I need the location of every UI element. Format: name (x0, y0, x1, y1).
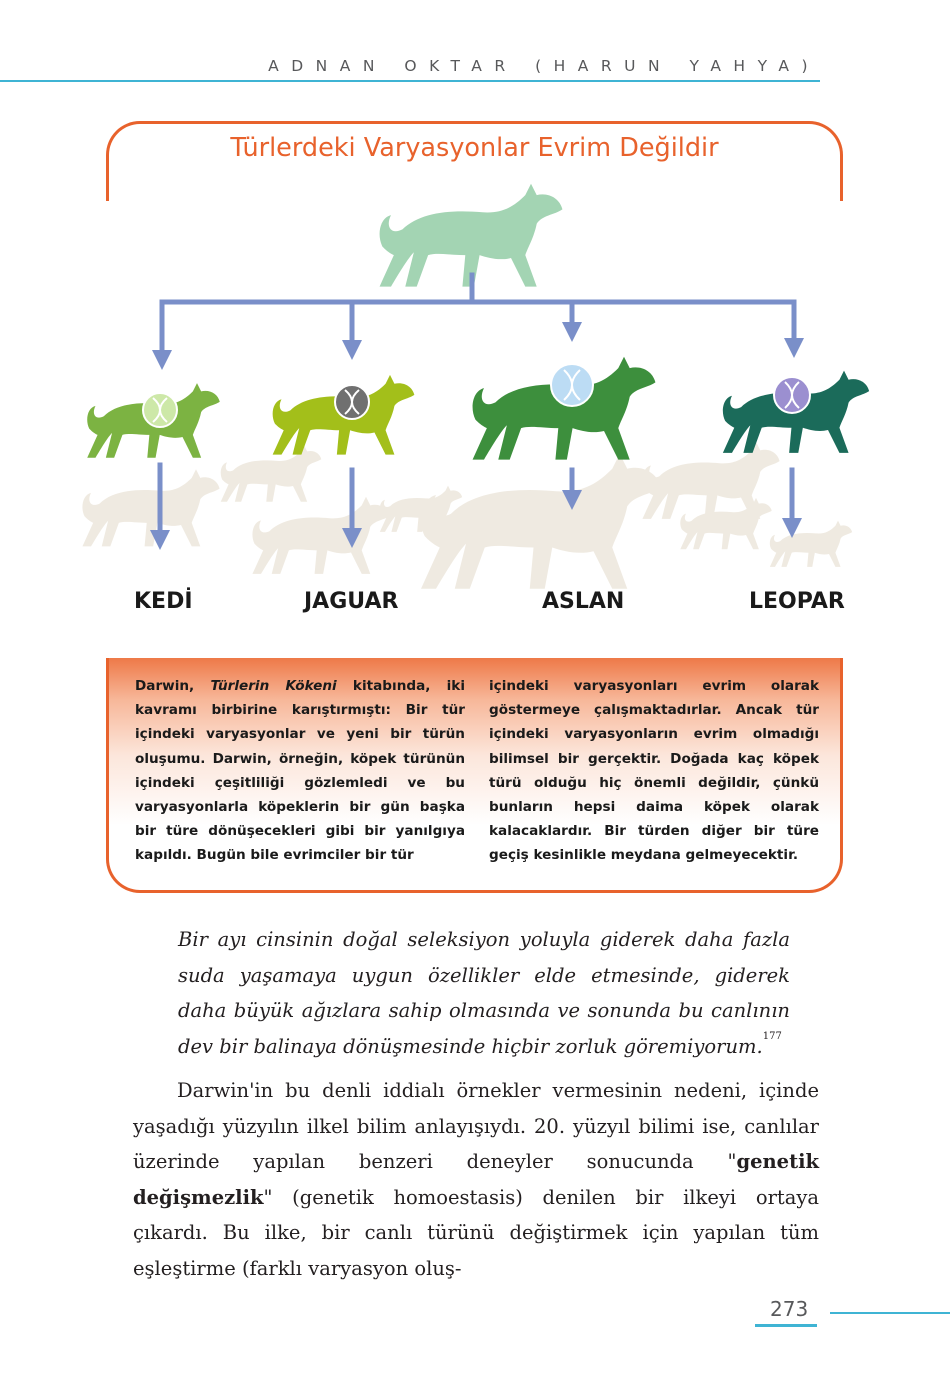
running-header: ADNAN OKTAR (HARUN YAHYA) (268, 57, 820, 75)
page-number-underline (755, 1324, 817, 1327)
caption-text-2: kitabında, iki kavramı birbirine karıştı… (135, 678, 466, 864)
species-kedi (87, 383, 220, 458)
species-aslan (472, 356, 656, 460)
darwin-quote: Bir ayı cinsinin doğal seleksiyon yoluyl… (178, 922, 790, 1064)
ancestor-cat-icon (379, 183, 563, 287)
label-jaguar: JAGUAR (302, 589, 398, 614)
label-aslan: ASLAN (542, 589, 624, 614)
species-jaguar (272, 374, 415, 455)
caption-box: Darwin, Türlerin Kökeni kitabında, iki k… (106, 658, 843, 893)
caption-column-left: Darwin, Türlerin Kökeni kitabında, iki k… (135, 674, 465, 868)
label-kedi: KEDİ (134, 588, 193, 614)
footnote-ref: 177 (762, 1030, 782, 1042)
label-leopar: LEOPAR (749, 589, 845, 614)
variation-diagram: KEDİ JAGUAR ASLAN LEOPAR (82, 183, 870, 614)
body-text: Darwin'in bu denli iddialı örnekler verm… (133, 1073, 819, 1287)
footer-rule (830, 1312, 950, 1314)
branch-arrows (150, 272, 804, 550)
species-leopar (722, 370, 870, 453)
background-animals (82, 441, 853, 589)
page-number: 273 (770, 1297, 809, 1321)
key-term: genetik değişmezlik (133, 1150, 819, 1209)
book-title: Türlerin Kökeni (210, 678, 337, 694)
figure-frame-top (106, 121, 843, 201)
caption-text-1: Darwin, (135, 678, 211, 694)
caption-column-right: içindeki varyasyonları evrim olarak göst… (489, 678, 819, 864)
header-rule (0, 80, 820, 82)
figure-title: Türlerdeki Varyasyonlar Evrim Değildir (230, 133, 719, 163)
quote-text: Bir ayı cinsinin doğal seleksiyon yoluyl… (178, 928, 790, 1058)
body-paragraph: Darwin'in bu denli iddialı örnekler verm… (133, 1079, 819, 1280)
